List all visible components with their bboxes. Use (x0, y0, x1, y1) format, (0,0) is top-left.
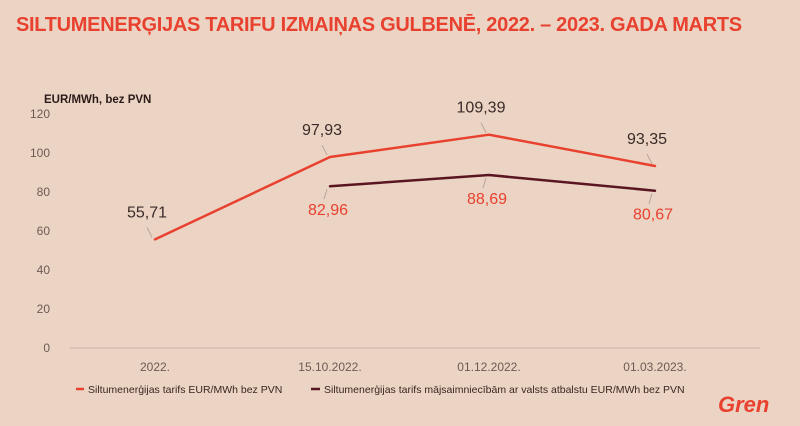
x-tick-label: 01.03.2023. (623, 360, 686, 374)
x-tick-label: 01.12.2022. (457, 360, 520, 374)
data-label-household-tariff: 82,96 (308, 202, 348, 219)
gren-logo: Gren (718, 392, 769, 417)
series-layer (153, 133, 657, 241)
y-axis-ticks: 0 20 40 60 80 100 120 (30, 107, 50, 355)
leader-line (146, 227, 153, 238)
data-label-tariff: 55,71 (127, 204, 167, 221)
legend: Siltumenerģijas tarifs EUR/MWh bez PVN S… (76, 383, 685, 396)
data-label-tariff: 109,39 (457, 100, 506, 117)
data-label-household-tariff: 80,67 (633, 207, 673, 224)
y-tick-label: 120 (30, 107, 50, 121)
data-label-tariff: 97,93 (302, 122, 342, 139)
y-tick-label: 20 (37, 302, 51, 316)
page-title: SILTUMENERĢIJAS TARIFU IZMAIŅAS GULBENĒ,… (16, 14, 742, 36)
y-tick-label: 80 (37, 185, 51, 199)
legend-label-series-a: Siltumenerģijas tarifs EUR/MWh bez PVN (88, 383, 282, 396)
y-axis-label: EUR/MWh, bez PVN (44, 94, 151, 106)
leader-line (646, 153, 653, 165)
y-tick-label: 0 (43, 341, 50, 355)
y-tick-label: 100 (30, 146, 50, 160)
leader-line (648, 193, 653, 204)
x-axis-ticks: 2022. 15.10.2022. 01.12.2022. 01.03.2023. (140, 360, 687, 374)
data-label-tariff: 93,35 (627, 131, 667, 148)
leader-line (480, 122, 487, 133)
series-line-tariff (153, 133, 657, 241)
leader-line (323, 189, 328, 200)
leader-line (321, 144, 328, 156)
y-tick-label: 40 (37, 263, 51, 277)
data-labels-layer: 55,71 97,93 109,39 93,35 82,96 88,69 80,67 (127, 100, 673, 238)
legend-label-series-b: Siltumenerģijas tarifs mājsaimniecībām a… (324, 383, 685, 396)
series-line-household-tariff (328, 173, 657, 192)
x-tick-label: 2022. (140, 360, 170, 374)
leader-line (482, 177, 487, 189)
data-label-household-tariff: 88,69 (467, 191, 507, 208)
x-tick-label: 15.10.2022. (298, 360, 361, 374)
y-tick-label: 60 (37, 224, 51, 238)
